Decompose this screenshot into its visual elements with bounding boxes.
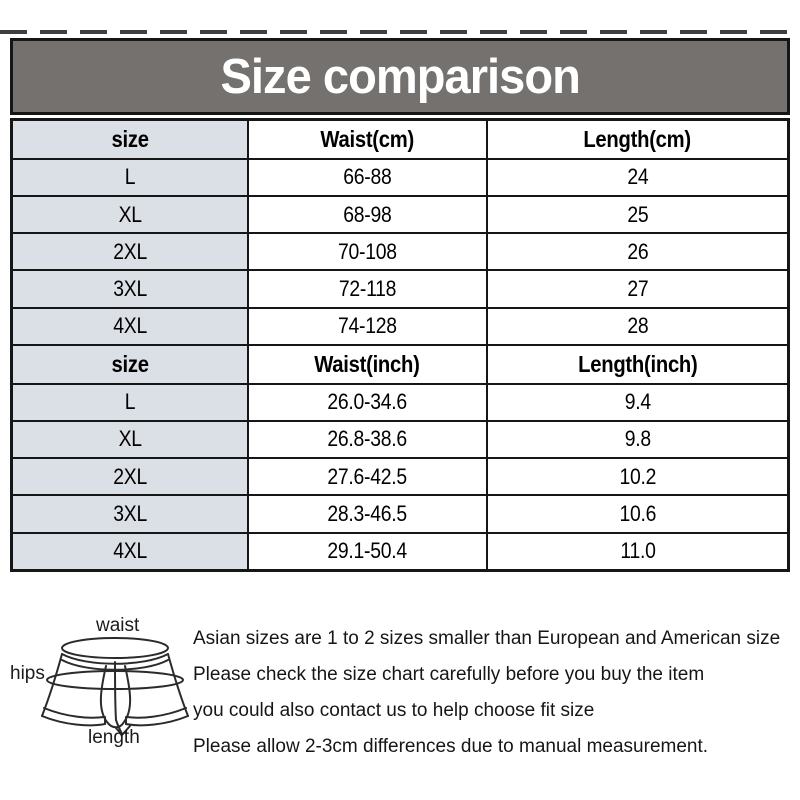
table-row: 4XL 74-128 28 xyxy=(10,306,790,346)
waist-cell: 27.6-42.5 xyxy=(246,457,489,497)
cell-value: 68-98 xyxy=(343,201,392,227)
cell-value: 24 xyxy=(626,164,649,190)
table-header-row-cm: size Waist(cm) Length(cm) xyxy=(10,118,790,160)
column-header-size: size xyxy=(10,343,249,385)
length-cell: 9.8 xyxy=(486,419,790,460)
cell-value: L xyxy=(124,389,136,415)
table-row: L 26.0-34.6 9.4 xyxy=(10,382,790,422)
size-cell: XL xyxy=(10,194,249,235)
length-cell: 27 xyxy=(486,269,790,309)
cell-value: 4XL xyxy=(113,313,147,339)
table-row: 2XL 70-108 26 xyxy=(10,232,790,272)
cell-value: 10.6 xyxy=(619,500,656,526)
table-header-row-inch: size Waist(inch) Length(inch) xyxy=(10,343,790,385)
diagram-label-waist: waist xyxy=(96,615,140,636)
waist-cell: 66-88 xyxy=(246,157,489,197)
cell-value: XL xyxy=(118,201,142,227)
length-cell: 26 xyxy=(486,232,790,272)
length-cell: 11.0 xyxy=(486,531,790,572)
length-cell: 24 xyxy=(486,157,790,197)
column-header-label: Length(cm) xyxy=(583,125,692,152)
cell-value: 2XL xyxy=(113,238,147,264)
size-cell: 4XL xyxy=(10,531,249,572)
cell-value: 66-88 xyxy=(343,164,392,190)
column-header-label: Length(inch) xyxy=(577,350,698,377)
cell-value: 26.0-34.6 xyxy=(327,389,408,415)
cell-value: 3XL xyxy=(113,276,147,302)
waist-cell: 74-128 xyxy=(246,306,489,346)
page-title: Size comparison xyxy=(220,49,580,104)
cell-value: 26.8-38.6 xyxy=(327,426,408,452)
size-cell: 3XL xyxy=(10,494,249,534)
cell-value: 74-128 xyxy=(338,313,397,339)
cell-value: 25 xyxy=(626,201,649,227)
length-cell: 10.2 xyxy=(486,457,790,497)
size-cell: 4XL xyxy=(10,306,249,346)
table-row: XL 68-98 25 xyxy=(10,194,790,235)
cell-value: 28.3-46.5 xyxy=(327,500,408,526)
cell-value: 3XL xyxy=(113,500,147,526)
cell-value: 29.1-50.4 xyxy=(327,538,408,564)
diagram-label-hips: hips xyxy=(10,663,45,684)
size-cell: L xyxy=(10,157,249,197)
waist-cell: 26.0-34.6 xyxy=(246,382,489,422)
cell-value: 9.8 xyxy=(624,426,651,452)
table-row: 3XL 72-118 27 xyxy=(10,269,790,309)
table-row: 4XL 29.1-50.4 11.0 xyxy=(10,531,790,572)
diagram-label-length: length xyxy=(88,727,140,748)
cell-value: XL xyxy=(118,426,142,452)
size-cell: 2XL xyxy=(10,232,249,272)
note-line: you could also contact us to help choose… xyxy=(193,700,595,721)
table-row: 3XL 28.3-46.5 10.6 xyxy=(10,494,790,534)
boxer-shorts-diagram xyxy=(14,612,204,762)
cell-value: 27 xyxy=(626,276,649,302)
top-dashed-divider xyxy=(0,30,800,34)
column-header-label: Waist(cm) xyxy=(320,125,415,152)
cell-value: 27.6-42.5 xyxy=(327,463,408,489)
length-cell: 9.4 xyxy=(486,382,790,422)
table-row: XL 26.8-38.6 9.8 xyxy=(10,419,790,460)
cell-value: 70-108 xyxy=(338,238,397,264)
size-cell: 3XL xyxy=(10,269,249,309)
boxer-shorts-drawing xyxy=(41,637,189,736)
waist-cell: 68-98 xyxy=(246,194,489,235)
note-line: Please allow 2-3cm differences due to ma… xyxy=(193,736,709,757)
length-cell: 28 xyxy=(486,306,790,346)
cell-value: 9.4 xyxy=(624,389,651,415)
length-cell: 10.6 xyxy=(486,494,790,534)
size-cell: L xyxy=(10,382,249,422)
cell-value: 10.2 xyxy=(619,463,656,489)
table-row: L 66-88 24 xyxy=(10,157,790,197)
cell-value: 28 xyxy=(626,313,649,339)
column-header-label: Waist(inch) xyxy=(314,350,421,377)
length-cell: 25 xyxy=(486,194,790,235)
cell-value: 11.0 xyxy=(619,538,656,564)
cell-value: L xyxy=(124,164,136,190)
size-table: size Waist(cm) Length(cm) L 66-88 24 XL … xyxy=(10,118,790,572)
waist-cell: 26.8-38.6 xyxy=(246,419,489,460)
note-line: Asian sizes are 1 to 2 sizes smaller tha… xyxy=(193,628,781,649)
waist-cell: 28.3-46.5 xyxy=(246,494,489,534)
title-bar: Size comparison xyxy=(10,38,790,115)
note-line: Please check the size chart carefully be… xyxy=(193,664,705,685)
notes: Asian sizes are 1 to 2 sizes smaller tha… xyxy=(193,621,798,765)
waist-cell: 72-118 xyxy=(246,269,489,309)
waist-cell: 70-108 xyxy=(246,232,489,272)
column-header-waist-inch: Waist(inch) xyxy=(246,343,489,385)
cell-value: 26 xyxy=(626,238,649,264)
cell-value: 4XL xyxy=(113,538,147,564)
size-cell: XL xyxy=(10,419,249,460)
cell-value: 2XL xyxy=(113,463,147,489)
column-header-label: size xyxy=(111,125,149,152)
column-header-length-inch: Length(inch) xyxy=(486,343,790,385)
column-header-waist-cm: Waist(cm) xyxy=(246,118,489,160)
cell-value: 72-118 xyxy=(338,276,397,302)
waist-cell: 29.1-50.4 xyxy=(246,531,489,572)
column-header-length-cm: Length(cm) xyxy=(486,118,790,160)
table-row: 2XL 27.6-42.5 10.2 xyxy=(10,457,790,497)
column-header-size: size xyxy=(10,118,249,160)
column-header-label: size xyxy=(111,350,149,377)
size-cell: 2XL xyxy=(10,457,249,497)
